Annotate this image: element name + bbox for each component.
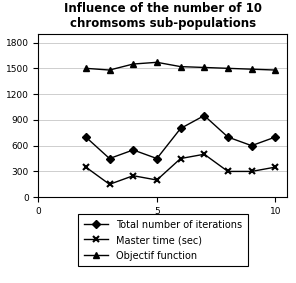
Master time (sec) xyxy=(250,170,253,173)
Master time (sec) xyxy=(202,153,206,156)
Master time (sec) xyxy=(84,166,88,169)
Total number of iterations xyxy=(131,148,135,152)
Total number of iterations xyxy=(84,135,88,139)
X-axis label: Number of sub-populations: Number of sub-populations xyxy=(82,220,243,230)
Objectif function xyxy=(108,68,111,72)
Master time (sec) xyxy=(226,170,230,173)
Objectif function xyxy=(226,67,230,70)
Master time (sec) xyxy=(274,166,277,169)
Objectif function xyxy=(250,67,253,71)
Master time (sec) xyxy=(108,183,111,186)
Title: Influence of the number of 10
chromsoms sub-populations: Influence of the number of 10 chromsoms … xyxy=(64,2,262,30)
Total number of iterations xyxy=(250,144,253,147)
Line: Total number of iterations: Total number of iterations xyxy=(83,113,278,161)
Total number of iterations xyxy=(155,157,159,160)
Objectif function xyxy=(274,68,277,72)
Objectif function xyxy=(155,61,159,64)
Master time (sec) xyxy=(131,174,135,177)
Objectif function xyxy=(131,62,135,66)
Total number of iterations xyxy=(108,157,111,160)
Line: Objectif function: Objectif function xyxy=(82,59,279,74)
Total number of iterations xyxy=(202,114,206,117)
Objectif function xyxy=(179,65,182,68)
Objectif function xyxy=(84,67,88,70)
Total number of iterations xyxy=(179,127,182,130)
Master time (sec) xyxy=(155,178,159,182)
Master time (sec) xyxy=(179,157,182,160)
Line: Master time (sec): Master time (sec) xyxy=(82,151,279,188)
Total number of iterations xyxy=(274,135,277,139)
Objectif function xyxy=(202,66,206,69)
Legend: Total number of iterations, Master time (sec), Objectif function: Total number of iterations, Master time … xyxy=(78,214,248,266)
Total number of iterations xyxy=(226,135,230,139)
